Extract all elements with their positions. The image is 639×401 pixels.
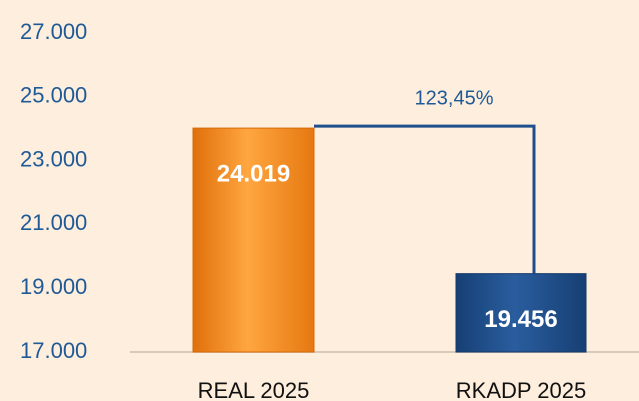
data-label: 19.456 [484,306,557,333]
connector [314,124,536,274]
y-tick-label: 21.000 [20,210,87,235]
annotation: 123,45% [415,87,494,109]
x-tick-label: RKADP 2025 [456,378,586,401]
y-tick-label: 17.000 [20,338,87,363]
x-tick-label: REAL 2025 [198,378,310,401]
y-tick-label: 19.000 [20,274,87,299]
y-tick-label: 23.000 [20,146,87,171]
bar [192,127,315,353]
data-label: 24.019 [217,160,290,187]
y-tick-label: 27.000 [20,19,87,44]
bar [455,273,587,353]
y-tick-label: 25.000 [20,83,87,108]
